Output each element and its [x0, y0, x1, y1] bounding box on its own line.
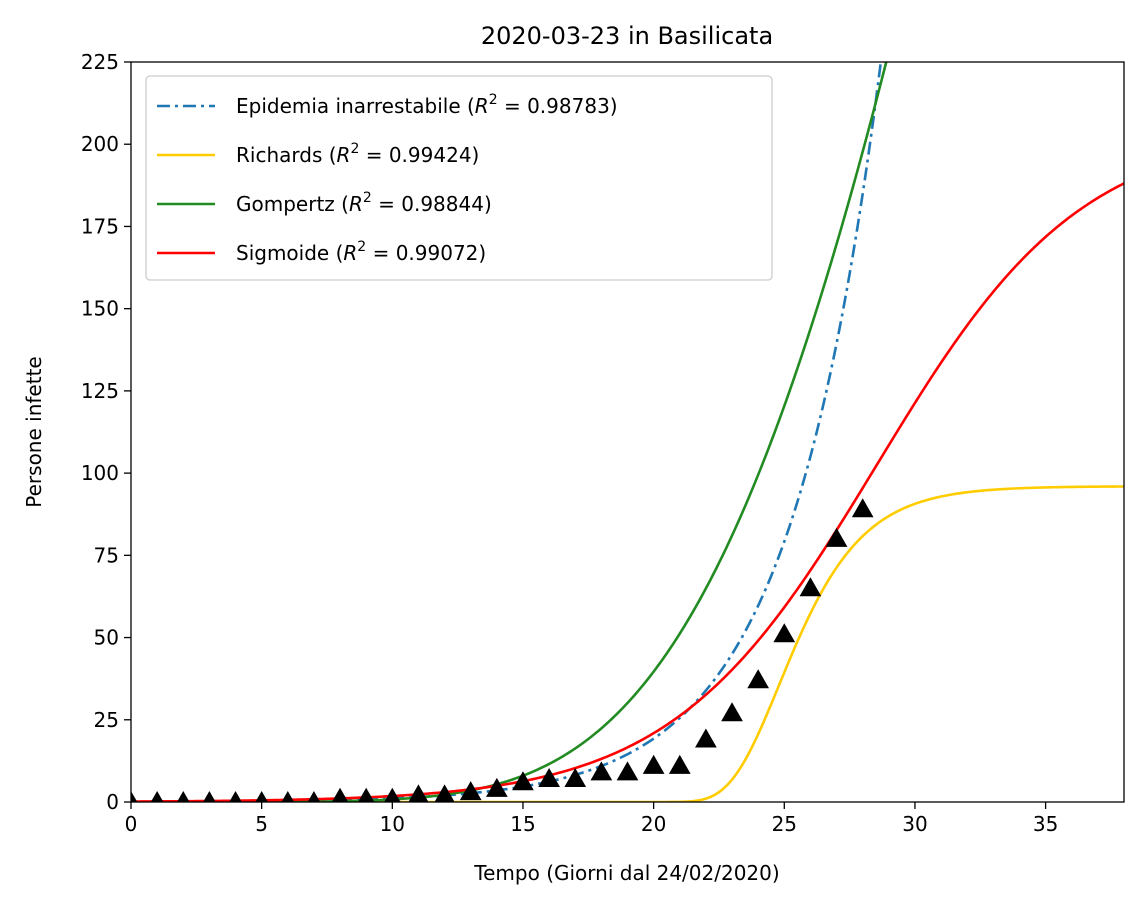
observed-point: [485, 777, 508, 797]
legend-frame: [145, 75, 773, 281]
y-tick-label: 175: [81, 214, 119, 238]
legend-r2-exponent: 2: [350, 141, 359, 157]
legend-series-name: Gompertz (: [236, 192, 349, 216]
observed-point: [668, 754, 691, 774]
observed-point: [642, 754, 665, 774]
observed-point: [747, 669, 770, 689]
plot-frame: [130, 61, 1125, 803]
observed-point: [384, 787, 401, 802]
observed-markers: [131, 498, 874, 802]
y-tick-label: 0: [106, 790, 119, 814]
observed-point: [799, 577, 822, 597]
y-tick-label: 50: [94, 626, 119, 650]
legend-r2-symbol: R: [337, 143, 351, 167]
observed-point: [150, 790, 164, 802]
y-tick-label: 25: [94, 708, 119, 732]
y-axis-label: Persone infette: [22, 356, 46, 507]
observed-point: [229, 790, 242, 802]
x-tick-label: 0: [125, 812, 138, 836]
legend-r2-symbol: R: [349, 192, 363, 216]
legend-entry-exponential: Epidemia inarrestabile (R2 = 0.98783): [236, 92, 618, 118]
chart-title: 2020-03-23 in Basilicata: [481, 22, 773, 50]
y-tick-label: 225: [81, 50, 119, 74]
observed-point: [131, 790, 138, 802]
x-tick-label: 30: [902, 812, 927, 836]
x-axis-label: Tempo (Giorni dal 24/02/2020): [473, 861, 779, 885]
legend-series-name: Epidemia inarrestabile (: [236, 94, 475, 118]
observed-point: [255, 790, 268, 802]
observed-point: [408, 784, 429, 802]
observed-point: [590, 761, 613, 781]
legend-r2-exponent: 2: [363, 190, 372, 206]
observed-point: [307, 790, 321, 802]
observed-point: [459, 781, 482, 801]
observed-point: [512, 771, 534, 791]
observed-point: [538, 767, 560, 787]
y-axis-ticks: 0 25 50 75 100 125 150 175 200 225: [81, 50, 131, 814]
x-tick-label: 20: [641, 812, 666, 836]
observed-point: [564, 767, 587, 787]
observed-point: [773, 623, 796, 643]
legend-entry-gompertz: Gompertz (R2 = 0.98844): [236, 190, 492, 216]
y-tick-label: 200: [81, 132, 119, 156]
y-tick-label: 100: [81, 461, 119, 485]
x-tick-label: 35: [1033, 812, 1058, 836]
observed-point: [695, 728, 717, 748]
legend-series-name: Richards (: [236, 143, 337, 167]
series-line-logistic: [131, 182, 1124, 802]
legend: Epidemia inarrestabile (R2 = 0.98783)Ric…: [145, 75, 773, 281]
observed-point: [825, 527, 848, 547]
x-axis-ticks: 0 5 10 15 20 25 30 35: [125, 802, 1058, 836]
observed-point: [203, 790, 216, 802]
series-line-richards: [131, 485, 1124, 802]
observed-point: [851, 498, 874, 518]
observed-point: [176, 790, 190, 802]
x-tick-label: 15: [510, 812, 535, 836]
legend-series-name: Sigmoide (: [236, 241, 343, 265]
legend-r2-symbol: R: [475, 94, 489, 118]
legend-r2-value: = 0.99072): [366, 241, 486, 265]
legend-r2-symbol: R: [343, 241, 357, 265]
observed-point: [434, 784, 455, 802]
observed-point: [331, 787, 349, 802]
x-tick-label: 10: [380, 812, 405, 836]
legend-r2-value: = 0.99424): [359, 143, 479, 167]
y-tick-label: 75: [94, 543, 119, 567]
x-tick-label: 25: [772, 812, 797, 836]
legend-entry-logistic: Sigmoide (R2 = 0.99072): [236, 239, 486, 265]
observed-point: [721, 702, 743, 722]
observed-point: [281, 790, 295, 802]
legend-r2-value: = 0.98783): [498, 94, 618, 118]
legend-r2-value: = 0.98844): [372, 192, 492, 216]
legend-entry-richards: Richards (R2 = 0.99424): [236, 141, 479, 167]
y-tick-label: 125: [81, 379, 119, 403]
y-tick-label: 150: [81, 297, 119, 321]
legend-r2-exponent: 2: [489, 92, 498, 108]
observed-point: [616, 761, 639, 781]
x-tick-label: 5: [255, 812, 268, 836]
legend-r2-exponent: 2: [357, 239, 366, 255]
observed-point: [358, 787, 375, 802]
